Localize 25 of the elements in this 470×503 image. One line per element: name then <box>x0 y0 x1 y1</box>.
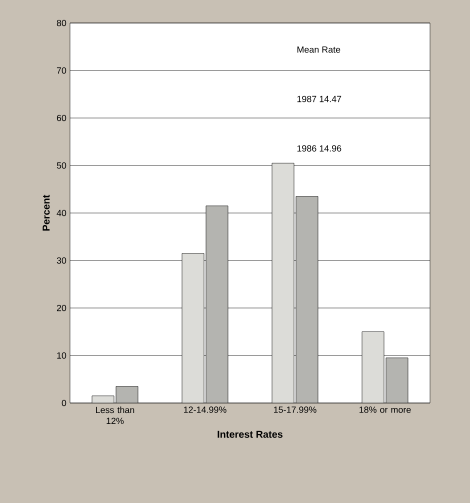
x-tick-label: 15-17.99% <box>274 406 316 413</box>
y-tick-label: 80 <box>56 20 66 26</box>
x-tick-label: Less than 12% <box>96 406 134 424</box>
x-axis-title: Interest Rates <box>218 430 283 438</box>
y-tick-label: 40 <box>56 210 66 216</box>
y-tick-label: 50 <box>56 162 66 169</box>
y-tick-label: 70 <box>56 67 66 74</box>
annotation: 1986 14.96 <box>297 145 342 152</box>
bar <box>116 386 138 403</box>
annotation: 1987 14.47 <box>297 96 342 102</box>
y-axis-title: Percent <box>42 194 50 231</box>
bar <box>362 332 384 403</box>
bar <box>386 358 408 403</box>
bar <box>272 162 294 403</box>
bar <box>182 253 204 403</box>
bar <box>296 196 318 403</box>
y-tick-label: 20 <box>56 304 66 312</box>
y-tick-label: 60 <box>56 114 66 122</box>
y-tick-label: 30 <box>56 257 66 264</box>
annotation: Mean Rate <box>297 46 340 53</box>
y-tick-label: 10 <box>57 352 66 359</box>
x-tick-label: 18% or more <box>360 406 411 413</box>
bar <box>206 206 228 403</box>
y-tick-label: 0 <box>62 400 66 406</box>
x-tick-label: 12-14.99% <box>184 406 226 413</box>
